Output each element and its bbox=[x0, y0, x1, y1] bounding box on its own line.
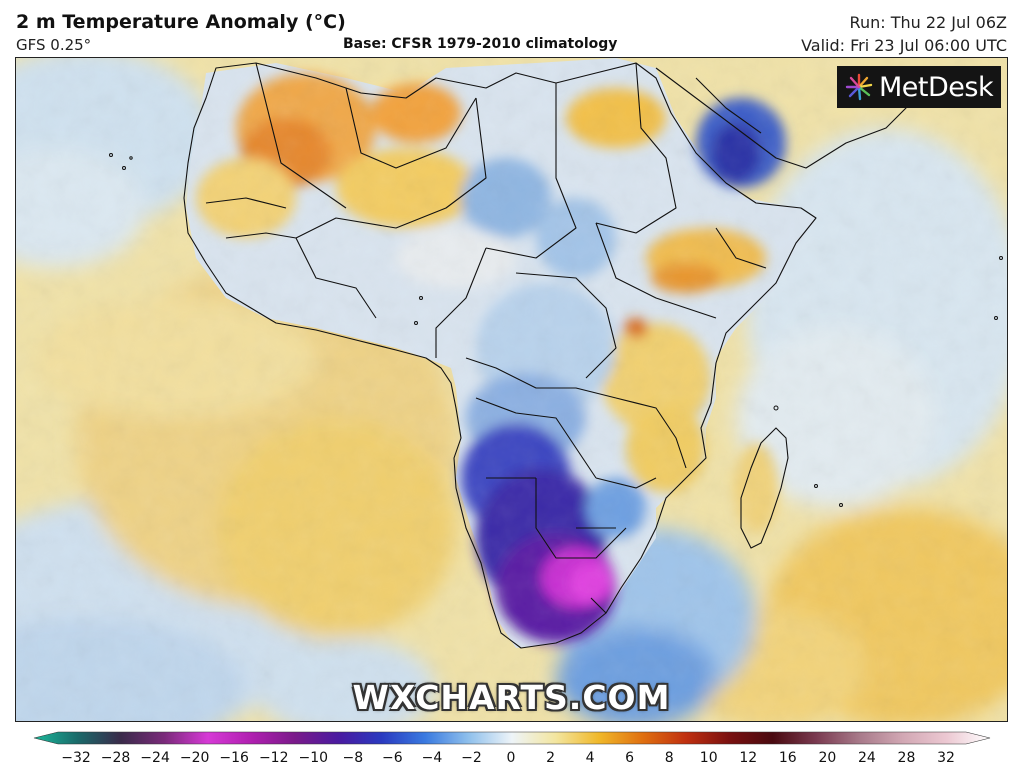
model-label: GFS 0.25° bbox=[16, 36, 92, 54]
colorbar-tick-label: −10 bbox=[298, 750, 329, 766]
colorbar-tick-label: −4 bbox=[421, 750, 443, 766]
islands bbox=[109, 153, 1003, 507]
colorbar-tick-label: 8 bbox=[664, 750, 674, 766]
colorbar-tick-label: 32 bbox=[937, 750, 955, 766]
metdesk-logo: MetDesk bbox=[837, 66, 1001, 108]
colorbar-tick-label: 0 bbox=[506, 750, 516, 766]
anomaly-map: MetDesk WXCHARTS.COM bbox=[15, 57, 1008, 722]
colorbar-gradient bbox=[33, 731, 991, 745]
metdesk-starburst-icon bbox=[845, 73, 873, 101]
anomaly-field bbox=[16, 58, 1007, 721]
country-borders bbox=[183, 62, 947, 649]
color-legend: −32 −28 −24 −20 −16 −12 −10 −8 −6 −4 −2 0 2 4 6 8 10 12 16… bbox=[0, 728, 1024, 784]
map-canvas bbox=[16, 58, 1007, 721]
run-time-label: Run: Thu 22 Jul 06Z bbox=[849, 13, 1007, 32]
colorbar-ticks: −32 −28 −24 −20 −16 −12 −10 −8 −6 −4 −2 0 2 4 6 8 10 12 16… bbox=[0, 750, 1024, 774]
colorbar-tick-label: 10 bbox=[699, 750, 718, 766]
colorbar-tick-label: −2 bbox=[461, 750, 482, 766]
colorbar-tick-label: −16 bbox=[219, 750, 249, 766]
colorbar-tick-label: −12 bbox=[258, 750, 289, 766]
colorbar-tick-label: 12 bbox=[739, 750, 758, 766]
colorbar-tick-label: −32 bbox=[61, 750, 91, 766]
climatology-base-label: Base: CFSR 1979-2010 climatology bbox=[343, 36, 618, 52]
colorbar-tick-label: −8 bbox=[342, 750, 364, 766]
colorbar-tick-label: −24 bbox=[140, 750, 170, 766]
map-title: 2 m Temperature Anomaly (°C) bbox=[16, 11, 346, 33]
colorbar bbox=[33, 731, 991, 745]
colorbar-tick-label: 4 bbox=[585, 750, 595, 766]
colorbar-tick-label: 28 bbox=[897, 750, 916, 766]
colorbar-tick-label: 16 bbox=[778, 750, 797, 766]
colorbar-tick-label: −28 bbox=[100, 750, 131, 766]
colorbar-tick-label: −6 bbox=[382, 750, 403, 766]
wxcharts-watermark: WXCHARTS.COM bbox=[352, 678, 671, 717]
metdesk-logo-text: MetDesk bbox=[879, 71, 994, 103]
colorbar-tick-label: 24 bbox=[857, 750, 876, 766]
valid-time-label: Valid: Fri 23 Jul 06:00 UTC bbox=[801, 36, 1007, 55]
colorbar-tick-label: 6 bbox=[625, 750, 635, 766]
colorbar-tick-label: 2 bbox=[546, 750, 555, 766]
colorbar-tick-label: 20 bbox=[818, 750, 837, 766]
colorbar-tick-label: −20 bbox=[179, 750, 210, 766]
